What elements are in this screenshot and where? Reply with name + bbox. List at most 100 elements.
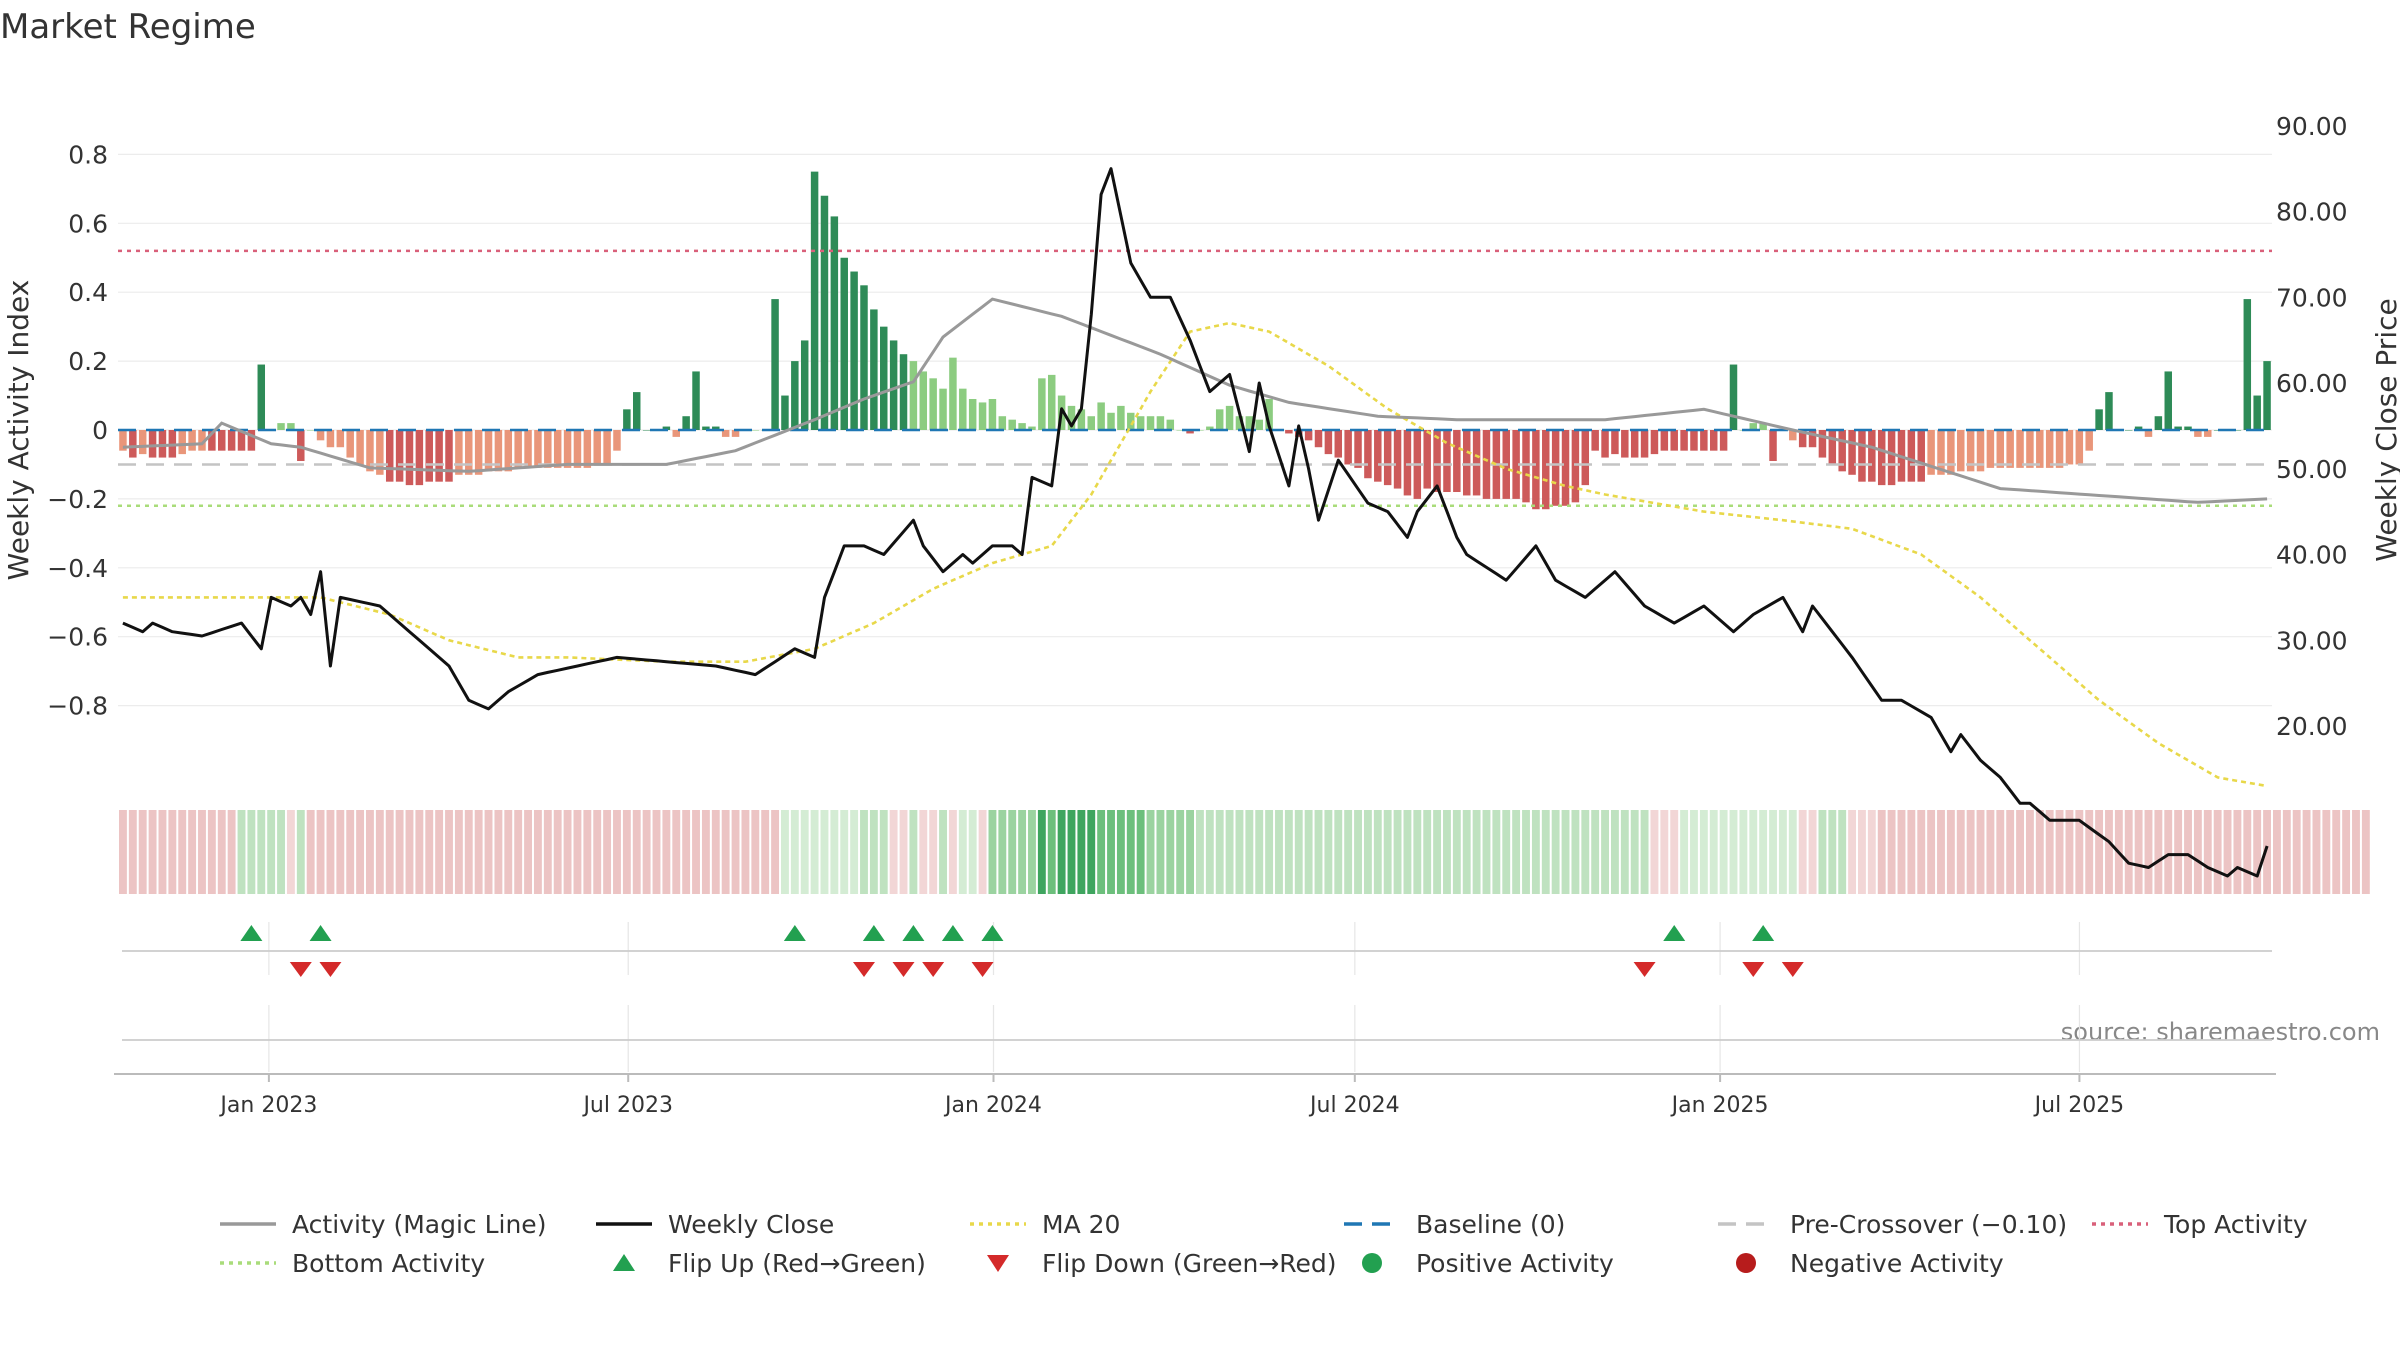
regime-cell <box>1976 810 1985 894</box>
activity-bar <box>2105 392 2113 430</box>
regime-cell <box>1284 810 1293 894</box>
x-tick-label: Jan 2024 <box>943 1093 1042 1118</box>
x-tick-label: Jan 2025 <box>1670 1093 1769 1118</box>
activity-bar <box>1265 398 1273 430</box>
activity-bar <box>316 430 325 441</box>
regime-cell <box>1245 810 1254 894</box>
y-tick-label-left: 0.4 <box>68 278 108 307</box>
activity-bar <box>2006 430 2014 468</box>
regime-cell <box>563 810 572 894</box>
activity-bar <box>1462 430 1471 496</box>
regime-cell <box>2203 810 2212 894</box>
regime-strip <box>119 810 2370 894</box>
activity-bar <box>277 423 285 430</box>
regime-cell <box>2282 810 2291 894</box>
activity-bar <box>2174 426 2182 430</box>
activity-bar <box>731 430 740 437</box>
regime-cell <box>395 810 404 894</box>
regime-cell <box>1680 810 1689 894</box>
regime-cell <box>731 810 740 894</box>
regime-cell <box>405 810 414 894</box>
activity-bar <box>563 430 572 468</box>
regime-cell <box>2342 810 2351 894</box>
regime-cell <box>1472 810 1481 894</box>
regime-cell <box>879 810 888 894</box>
activity-bar <box>1660 430 1669 451</box>
regime-cell <box>1699 810 1708 894</box>
activity-bar <box>1877 430 1886 486</box>
regime-cell <box>247 810 256 894</box>
regime-cell <box>2055 810 2064 894</box>
regime-cell <box>948 810 957 894</box>
regime-cell <box>1818 810 1827 894</box>
regime-cell <box>593 810 602 894</box>
flip-up-marker <box>941 925 964 941</box>
activity-bar <box>1314 430 1323 448</box>
activity-bar <box>306 430 315 431</box>
regime-cell <box>1255 810 1264 894</box>
activity-bar <box>2085 430 2093 451</box>
activity-bar <box>504 430 513 472</box>
regime-cell <box>1107 810 1115 894</box>
activity-bar <box>1383 430 1392 486</box>
regime-cell <box>2085 810 2094 894</box>
regime-cell <box>168 810 177 894</box>
regime-cell <box>504 810 513 894</box>
regime-cell <box>1986 810 1995 894</box>
activity-bar <box>138 430 147 455</box>
flip-up-marker <box>783 925 806 941</box>
regime-cell <box>1077 810 1086 894</box>
activity-bar <box>336 430 345 448</box>
regime-cell <box>1907 810 1916 894</box>
activity-bar <box>129 430 137 458</box>
regime-cell <box>1344 810 1353 894</box>
activity-bar <box>662 426 671 430</box>
regime-cell <box>316 810 325 894</box>
y-tick-label-left: −0.4 <box>47 554 108 583</box>
flip-down-marker <box>922 962 945 977</box>
regime-cell <box>1541 810 1550 894</box>
activity-bar <box>1917 430 1925 482</box>
regime-cell <box>1778 810 1787 894</box>
regime-cell <box>583 810 592 894</box>
activity-bar <box>968 398 977 430</box>
regime-cell <box>1116 810 1125 894</box>
activity-bar <box>474 430 483 475</box>
regime-cell <box>1670 810 1679 894</box>
legend-label: Bottom Activity <box>292 1249 485 1278</box>
regime-cell <box>286 810 295 894</box>
y-tick-label-right: 80.00 <box>2276 198 2348 227</box>
regime-cell <box>1848 810 1857 894</box>
activity-bar <box>1423 430 1431 489</box>
regime-cell <box>207 810 216 894</box>
activity-bar <box>2134 426 2143 430</box>
activity-bar <box>514 430 522 468</box>
regime-cell <box>1008 810 1017 894</box>
activity-bar <box>1225 405 1234 430</box>
regime-cell <box>2193 810 2202 894</box>
activity-bar <box>1206 426 1214 430</box>
activity-bar <box>613 430 621 451</box>
y-tick-label-left: 0 <box>92 416 108 445</box>
flip-up-marker <box>309 925 332 941</box>
activity-bar <box>959 388 967 430</box>
regime-cell <box>158 810 167 894</box>
activity-bar <box>346 430 354 458</box>
activity-bar <box>2154 416 2163 430</box>
activity-bar <box>2045 430 2054 468</box>
activity-bar <box>1136 416 1145 430</box>
regime-cell <box>1966 810 1975 894</box>
activity-bar <box>158 430 167 458</box>
regime-cell <box>810 810 819 894</box>
activity-bar <box>1729 364 1738 430</box>
activity-bar <box>1868 430 1876 482</box>
regime-cell <box>1492 810 1501 894</box>
regime-cell <box>781 810 789 894</box>
regime-cell <box>1719 810 1728 894</box>
activity-bar <box>632 392 641 430</box>
regime-cell <box>1897 810 1906 894</box>
regime-cell <box>2075 810 2084 894</box>
flip-down-marker <box>1742 962 1765 977</box>
activity-bar <box>1472 430 1481 496</box>
